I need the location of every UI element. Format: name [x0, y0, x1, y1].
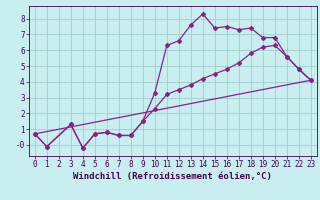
X-axis label: Windchill (Refroidissement éolien,°C): Windchill (Refroidissement éolien,°C)	[73, 172, 272, 181]
